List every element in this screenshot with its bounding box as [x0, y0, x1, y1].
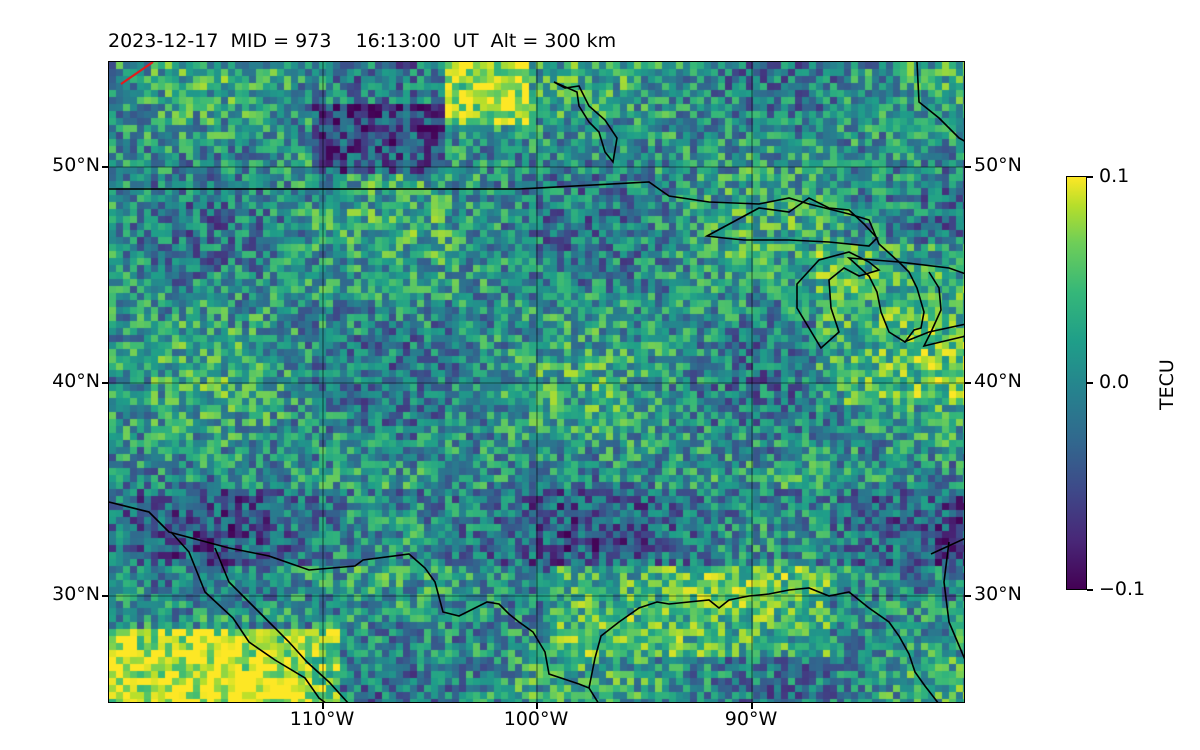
map-overlay: [109, 62, 964, 702]
plot-title: 2023-12-17 MID = 973 16:13:00 UT Alt = 3…: [108, 30, 617, 52]
colorbar-min-label: −0.1: [1099, 578, 1146, 600]
graticule: [109, 62, 964, 702]
lat-label-30-right: 30°N: [974, 583, 1022, 605]
colorbar-unit-label: TECU: [1156, 359, 1178, 410]
tec-map: [108, 61, 965, 703]
lon-label-110: 110°W: [289, 708, 355, 730]
colorbar-mid-label: 0.0: [1099, 371, 1130, 393]
lat-label-50-left: 50°N: [52, 154, 100, 176]
lon-label-100: 100°W: [503, 708, 569, 730]
tec-heatmap: [109, 62, 964, 702]
lat-label-30-left: 30°N: [52, 583, 100, 605]
lat-label-40-right: 40°N: [974, 370, 1022, 392]
colorbar-max-label: 0.1: [1099, 165, 1130, 187]
lat-label-40-left: 40°N: [52, 370, 100, 392]
colorbar: [1066, 176, 1087, 590]
lat-label-50-right: 50°N: [974, 154, 1022, 176]
coastlines: [109, 62, 964, 702]
satellite-track: [120, 62, 154, 85]
lon-label-90: 90°W: [724, 708, 778, 730]
